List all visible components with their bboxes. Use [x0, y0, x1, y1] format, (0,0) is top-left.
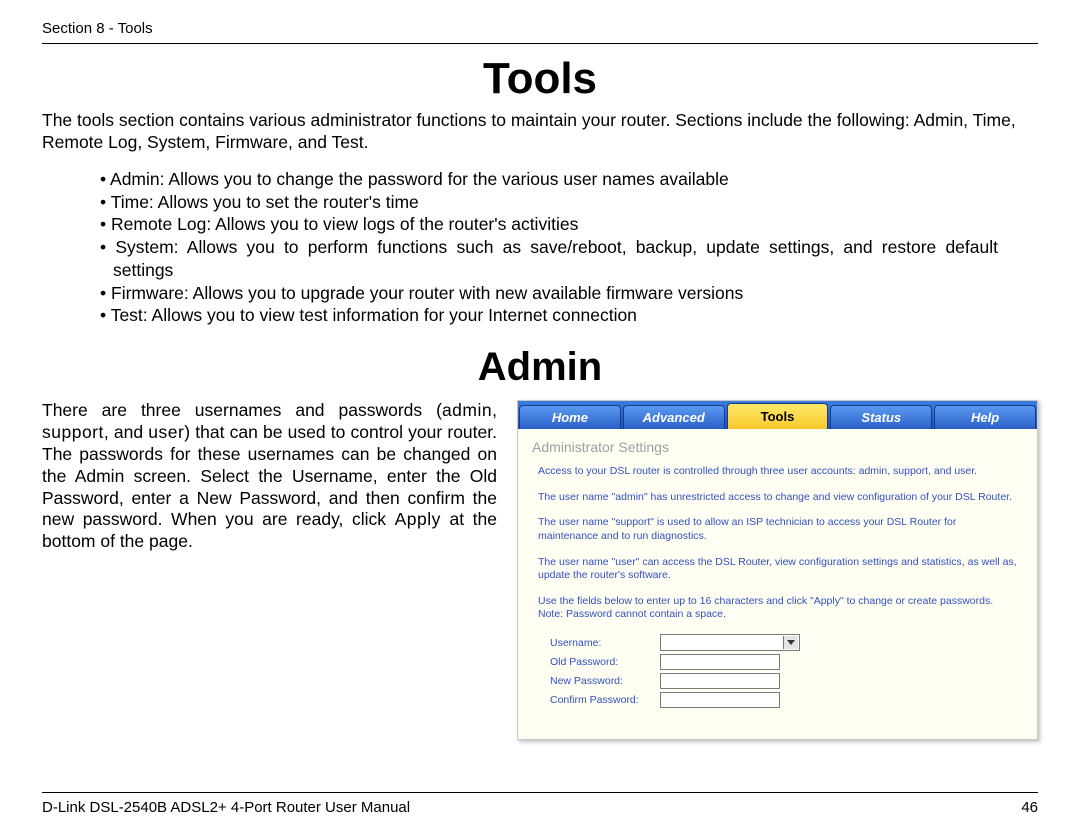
- section-header: Section 8 - Tools: [42, 20, 1038, 37]
- panel-text: Access to your DSL router is controlled …: [538, 465, 1017, 479]
- old-password-label: Old Password:: [550, 656, 660, 668]
- confirm-password-label: Confirm Password:: [550, 694, 660, 706]
- new-password-input[interactable]: [660, 673, 780, 689]
- tab-bar: Home Advanced Tools Status Help: [518, 401, 1037, 429]
- panel-text: The user name "admin" has unrestricted a…: [538, 491, 1017, 505]
- tab-help[interactable]: Help: [934, 405, 1036, 429]
- confirm-password-input[interactable]: [660, 692, 780, 708]
- new-password-label: New Password:: [550, 675, 660, 687]
- bullet-item: Remote Log: Allows you to view logs of t…: [100, 213, 998, 236]
- bullet-item: Admin: Allows you to change the password…: [100, 168, 998, 191]
- bullet-item: System: Allows you to perform functions …: [100, 236, 998, 282]
- tab-status[interactable]: Status: [830, 405, 932, 429]
- tab-tools[interactable]: Tools: [727, 403, 829, 429]
- bullet-list: Admin: Allows you to change the password…: [42, 168, 1038, 327]
- bullet-item: Firmware: Allows you to upgrade your rou…: [100, 282, 998, 305]
- old-password-input[interactable]: [660, 654, 780, 670]
- intro-text: The tools section contains various admin…: [42, 110, 1038, 154]
- footer-page: 46: [1021, 799, 1038, 816]
- tab-home[interactable]: Home: [519, 405, 621, 429]
- panel-text: The user name "support" is used to allow…: [538, 516, 1017, 543]
- router-screenshot: Home Advanced Tools Status Help Administ…: [517, 400, 1038, 740]
- section-title: Admin: [42, 345, 1038, 390]
- panel-title: Administrator Settings: [532, 439, 1023, 455]
- tab-advanced[interactable]: Advanced: [623, 405, 725, 429]
- admin-description: There are three usernames and passwords …: [42, 400, 497, 553]
- username-label: Username:: [550, 637, 660, 649]
- page-title: Tools: [42, 54, 1038, 104]
- username-select[interactable]: [660, 634, 800, 651]
- footer-manual: D-Link DSL-2540B ADSL2+ 4-Port Router Us…: [42, 799, 410, 816]
- bullet-item: Test: Allows you to view test informatio…: [100, 304, 998, 327]
- top-rule: [42, 43, 1038, 44]
- bullet-item: Time: Allows you to set the router's tim…: [100, 191, 998, 214]
- panel-text: Use the fields below to enter up to 16 c…: [538, 595, 1017, 622]
- panel-text: The user name "user" can access the DSL …: [538, 556, 1017, 583]
- bottom-rule: [42, 792, 1038, 793]
